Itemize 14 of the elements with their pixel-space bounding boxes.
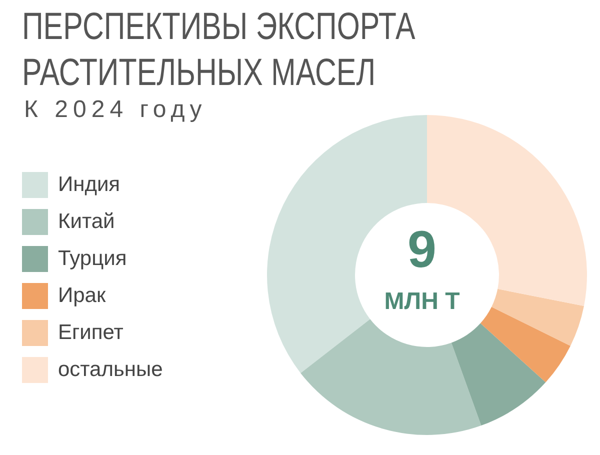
- text: 9: [406, 221, 438, 279]
- donut-slice: [300, 319, 482, 435]
- legend-label: Китай: [58, 210, 115, 234]
- legend-label: Индия: [58, 173, 120, 197]
- chart-subtitle: К 2024 году: [24, 96, 207, 124]
- legend-label: остальные: [58, 358, 163, 382]
- donut-slice: [480, 306, 570, 382]
- legend-label: Египет: [58, 321, 124, 345]
- text: МЛН Т: [383, 288, 461, 316]
- donut-slice: [492, 288, 584, 346]
- legend-label: Турция: [58, 247, 127, 271]
- legend-label: Ирак: [58, 284, 106, 308]
- donut-slice: [451, 323, 546, 426]
- chart-title: ПЕРСПЕКТИВЫ ЭКСПОРТА РАСТИТЕЛЬНЫХ МАСЕЛ: [22, 5, 416, 96]
